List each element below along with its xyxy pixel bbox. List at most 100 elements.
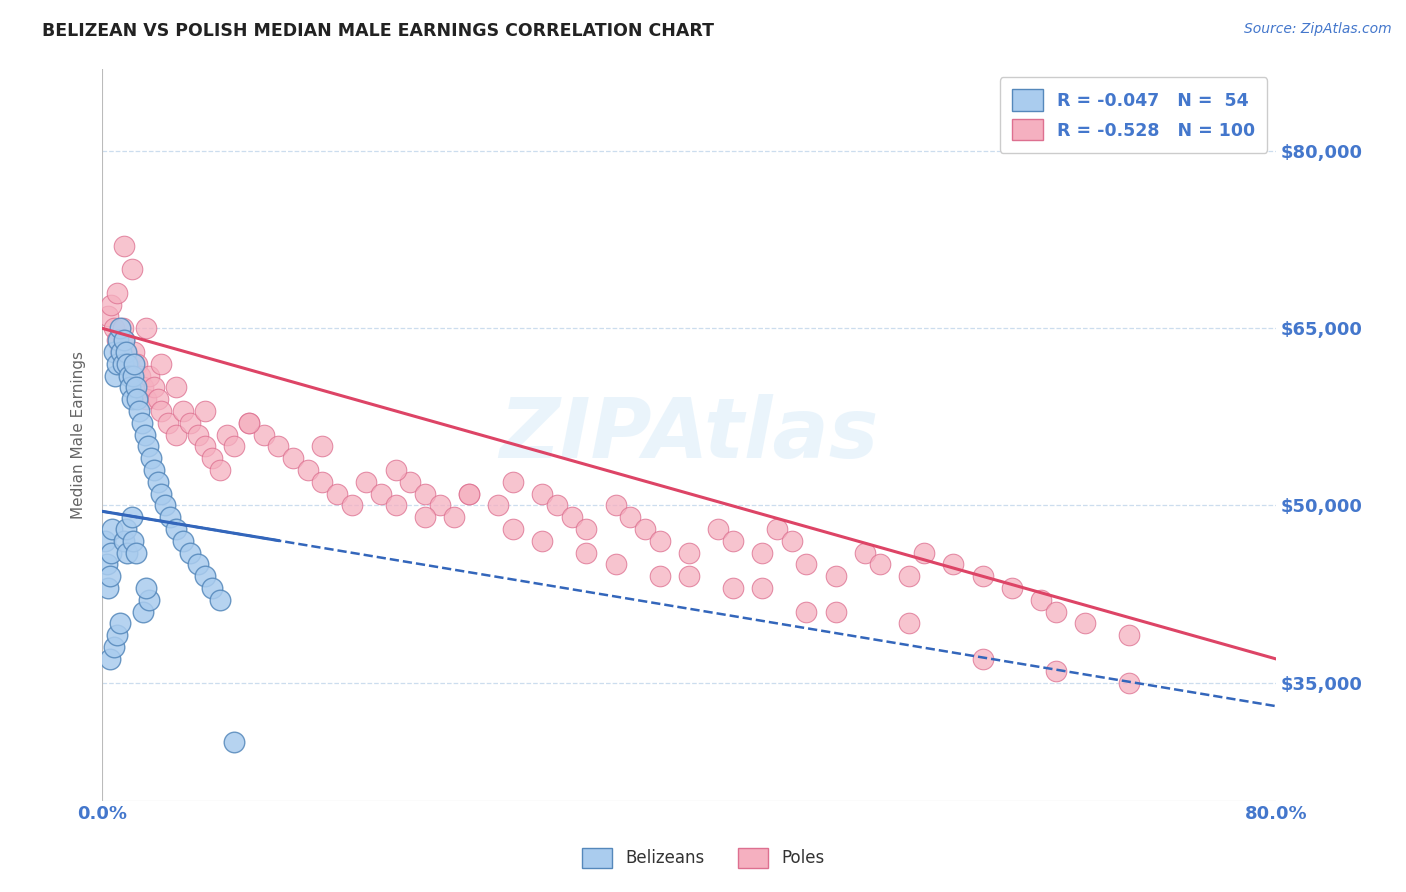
Point [121, 392, 143, 406]
Point [281, 451, 304, 466]
Point [898, 616, 921, 631]
Point [165, 427, 187, 442]
Point [134, 427, 156, 442]
Point [224, 734, 246, 748]
Point [100, 546, 122, 560]
Point [224, 439, 246, 453]
Point [546, 499, 568, 513]
Point [117, 357, 139, 371]
Point [780, 533, 803, 548]
Point [135, 321, 157, 335]
Point [502, 522, 524, 536]
Point [114, 345, 136, 359]
Point [575, 546, 598, 560]
Point [796, 605, 818, 619]
Point [297, 463, 319, 477]
Point [104, 368, 127, 383]
Point [149, 357, 172, 371]
Point [101, 522, 124, 536]
Point [112, 533, 135, 548]
Point [194, 569, 217, 583]
Point [98, 652, 121, 666]
Point [142, 380, 165, 394]
Point [370, 486, 392, 500]
Point [605, 558, 627, 572]
Point [142, 463, 165, 477]
Point [146, 475, 169, 489]
Point [486, 499, 509, 513]
Point [103, 321, 125, 335]
Point [179, 546, 201, 560]
Point [1045, 664, 1067, 678]
Point [146, 392, 169, 406]
Point [105, 333, 128, 347]
Point [96, 558, 118, 572]
Point [201, 581, 224, 595]
Point [502, 475, 524, 489]
Point [112, 333, 135, 347]
Point [531, 533, 554, 548]
Point [105, 628, 128, 642]
Point [136, 439, 159, 453]
Point [575, 522, 598, 536]
Point [458, 486, 481, 500]
Point [311, 475, 333, 489]
Legend: R = -0.047   N =  54, R = -0.528   N = 100: R = -0.047 N = 54, R = -0.528 N = 100 [1000, 78, 1267, 153]
Point [120, 380, 142, 394]
Point [124, 357, 146, 371]
Point [1045, 605, 1067, 619]
Point [111, 321, 134, 335]
Point [384, 499, 406, 513]
Point [131, 416, 153, 430]
Point [112, 333, 135, 347]
Point [138, 593, 160, 607]
Point [721, 581, 744, 595]
Point [619, 510, 641, 524]
Point [139, 451, 162, 466]
Point [128, 404, 150, 418]
Point [678, 569, 700, 583]
Point [898, 569, 921, 583]
Point [1118, 628, 1140, 642]
Point [114, 522, 136, 536]
Point [132, 605, 155, 619]
Point [103, 640, 125, 654]
Point [1074, 616, 1097, 631]
Point [399, 475, 422, 489]
Point [107, 333, 129, 347]
Point [751, 581, 773, 595]
Point [238, 416, 260, 430]
Point [121, 368, 143, 383]
Point [972, 652, 994, 666]
Point [108, 345, 131, 359]
Point [111, 357, 134, 371]
Point [1118, 675, 1140, 690]
Point [105, 357, 128, 371]
Point [159, 510, 181, 524]
Point [108, 321, 131, 335]
Point [326, 486, 349, 500]
Point [172, 404, 194, 418]
Point [187, 558, 209, 572]
Point [122, 533, 145, 548]
Point [824, 569, 846, 583]
Text: BELIZEAN VS POLISH MEDIAN MALE EARNINGS CORRELATION CHART: BELIZEAN VS POLISH MEDIAN MALE EARNINGS … [42, 22, 714, 40]
Point [127, 392, 149, 406]
Point [208, 593, 231, 607]
Point [165, 380, 187, 394]
Point [110, 345, 132, 359]
Point [413, 510, 436, 524]
Point [238, 416, 260, 430]
Point [1001, 581, 1024, 595]
Point [115, 357, 138, 371]
Point [384, 463, 406, 477]
Point [194, 404, 217, 418]
Point [124, 345, 146, 359]
Point [458, 486, 481, 500]
Point [121, 510, 143, 524]
Point [127, 357, 149, 371]
Text: ZIPAtlas: ZIPAtlas [499, 394, 879, 475]
Point [108, 616, 131, 631]
Point [135, 581, 157, 595]
Y-axis label: Median Male Earnings: Median Male Earnings [72, 351, 86, 518]
